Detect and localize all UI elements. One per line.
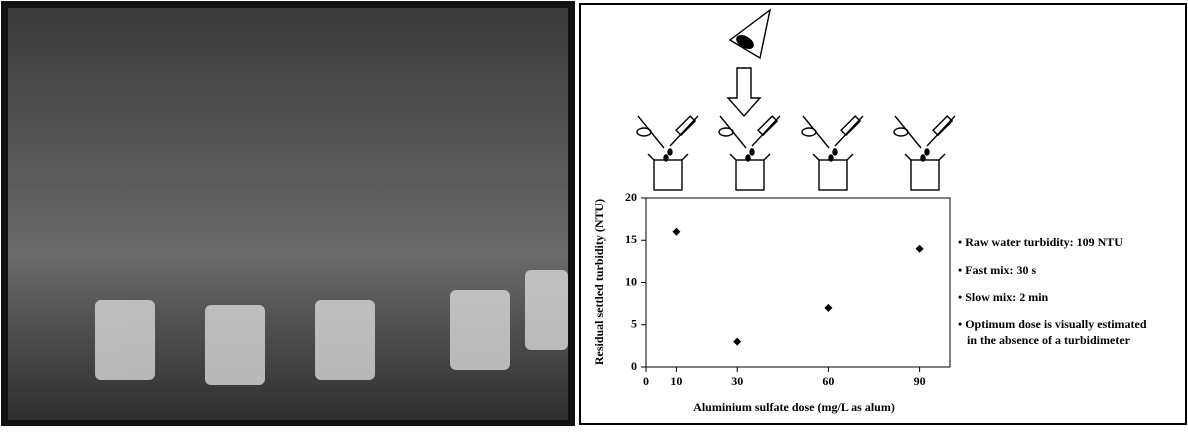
y-tick-label: 20: [625, 190, 637, 204]
x-tick-label: 60: [822, 374, 834, 388]
x-tick-label: 30: [731, 374, 743, 388]
x-axis-label: Aluminium sulfate dose (mg/L as alum): [693, 400, 895, 414]
y-tick-label: 10: [625, 274, 637, 288]
y-axis-label: Residual settled turbidity (NTU): [592, 199, 606, 365]
annotation: in the absence of a turbidimeter: [967, 333, 1131, 347]
annotation: • Fast mix: 30 s: [958, 263, 1037, 277]
annotation: • Slow mix: 2 min: [958, 290, 1049, 304]
x-tick-label: 90: [914, 374, 926, 388]
x-tick-label: 10: [670, 374, 682, 388]
figure: Aluminium sulfate dose (mg/L as alum) Re…: [0, 0, 1188, 427]
x-tick-label: 0: [643, 374, 649, 388]
annotation: • Optimum dose is visually estimated: [958, 317, 1147, 331]
y-tick-label: 5: [631, 317, 637, 331]
annotation: • Raw water turbidity: 109 NTU: [958, 235, 1123, 249]
page: Aluminium sulfate dose (mg/L as alum) Re…: [0, 0, 1188, 427]
y-tick-label: 15: [625, 232, 637, 246]
y-tick-label: 0: [631, 359, 637, 373]
chart-frame: [580, 4, 1186, 424]
